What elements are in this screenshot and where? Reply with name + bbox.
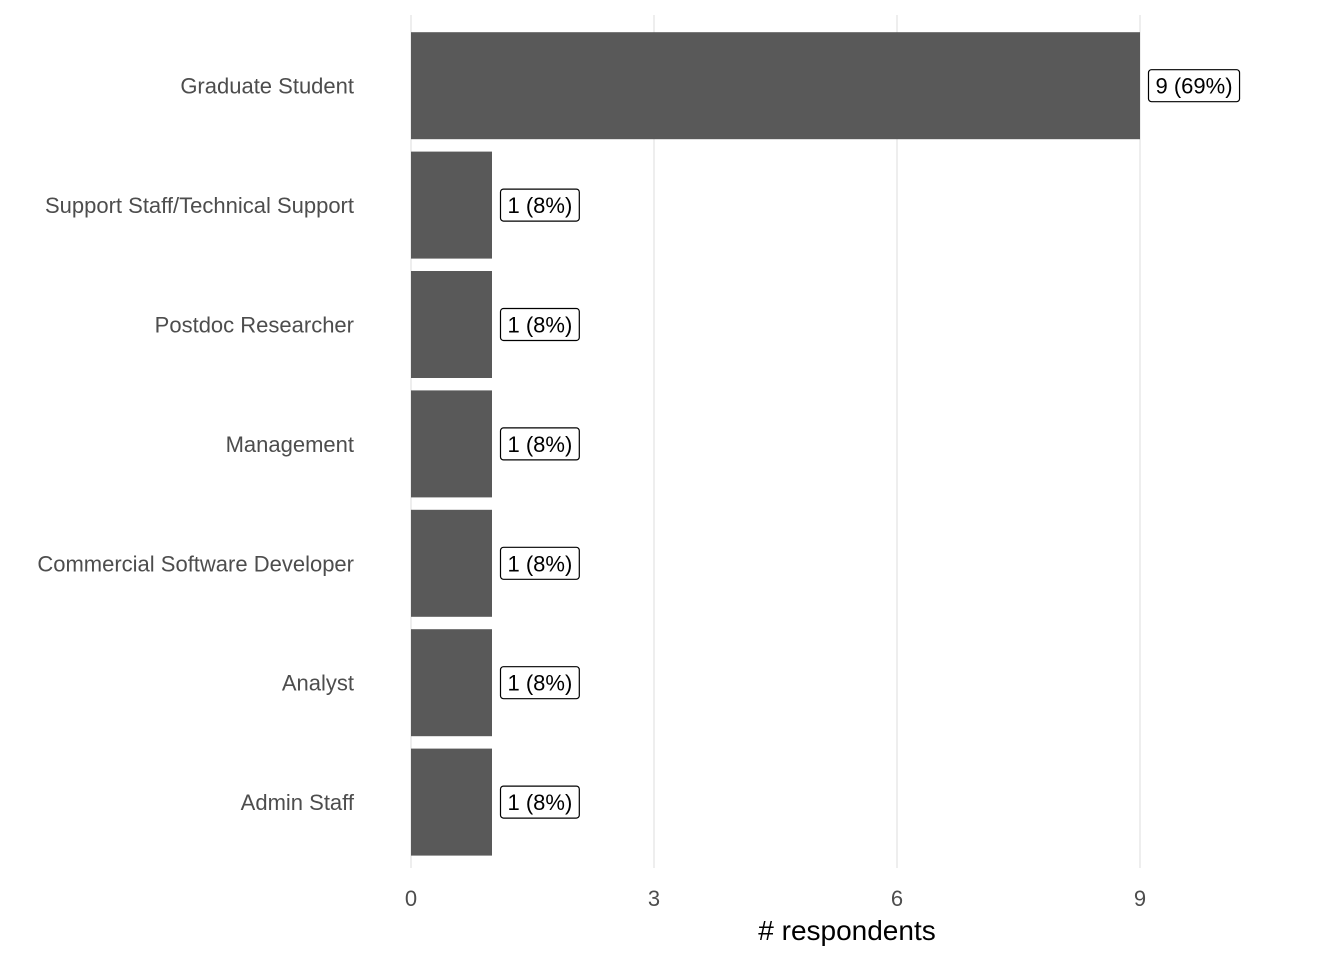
data-label-box [499,785,580,819]
data-label-text: 1 (8%) [508,313,573,338]
category-label: Admin Staff [241,790,355,815]
data-label: 1 (8%) [499,427,580,461]
bar [411,629,492,737]
x-axis-title: # respondents [758,915,935,946]
x-tick-label: 0 [405,886,417,911]
data-label-box [499,307,580,342]
data-label-text: 1 (8%) [508,671,573,696]
category-label: Graduate Student [180,74,354,99]
bar [411,509,492,617]
data-label: 9 (69%) [1147,69,1241,103]
category-label: Analyst [282,671,354,696]
x-axis-ticks: 0 3 6 9 [405,886,1146,911]
data-label-box [499,188,580,222]
category-label: Management [226,432,354,457]
data-label-text: 1 (8%) [508,432,573,457]
bar [411,151,492,259]
data-label: 1 (8%) [499,666,580,700]
bar [411,32,1140,140]
category-label: Commercial Software Developer [37,551,354,576]
bar [411,748,492,856]
x-tick-label: 6 [891,886,903,911]
category-labels: Graduate Student Support Staff/Technical … [37,74,355,815]
data-label-text: 1 (8%) [508,790,573,815]
x-tick-label: 9 [1134,886,1146,911]
data-label-box [499,546,580,580]
category-label: Support Staff/Technical Support [45,193,354,218]
data-label-box [1147,69,1241,103]
category-label: Postdoc Researcher [155,313,354,338]
data-label: 1 (8%) [499,307,580,342]
bar [411,271,492,378]
bar [411,390,492,498]
bars [411,32,1140,856]
data-labels: 9 (69%) 1 (8%) 1 (8%) 1 (8%) 1 (8%) 1 (8%) 1 (… [499,69,1241,819]
data-label: 1 (8%) [499,785,580,819]
x-tick-label: 3 [648,886,660,911]
data-label-text: 1 (8%) [508,193,573,218]
data-label-box [499,666,580,700]
data-label: 1 (8%) [499,188,580,222]
data-label-box [499,427,580,461]
data-label-text: 9 (69%) [1156,74,1233,99]
data-label-text: 1 (8%) [508,551,573,576]
data-label: 1 (8%) [499,546,580,580]
